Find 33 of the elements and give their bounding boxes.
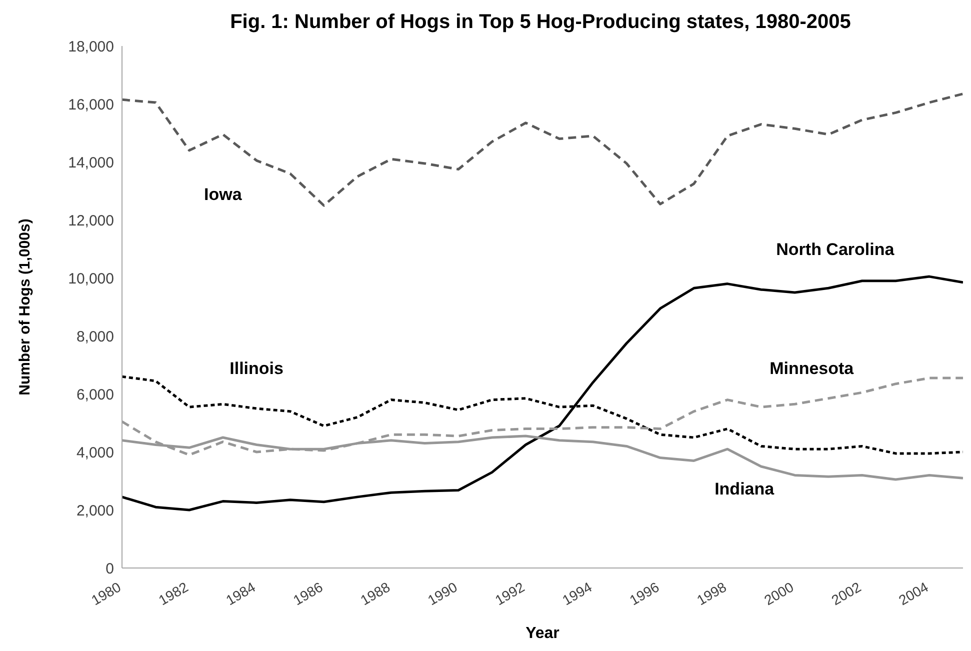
series-label: North Carolina xyxy=(776,240,895,260)
series-label: Minnesota xyxy=(770,358,854,378)
y-tick-label: 8,000 xyxy=(76,328,114,346)
y-tick-label: 4,000 xyxy=(76,444,114,462)
x-tick-label: 2004 xyxy=(896,578,932,608)
x-tick-label: 2002 xyxy=(828,578,864,608)
y-tick-label: 18,000 xyxy=(68,38,114,56)
x-tick-label: 1994 xyxy=(559,578,595,608)
y-tick-label: 10,000 xyxy=(68,270,114,288)
y-tick-label: 0 xyxy=(106,560,114,578)
x-tick-label: 1996 xyxy=(626,578,662,608)
x-tick-label: 1980 xyxy=(88,578,124,608)
y-tick-label: 16,000 xyxy=(68,96,114,114)
y-axis-title: Number of Hogs (1,000s) xyxy=(16,218,34,396)
chart-title: Fig. 1: Number of Hogs in Top 5 Hog-Producing states, 1980-2005 xyxy=(229,10,852,35)
y-tick-label: 2,000 xyxy=(76,502,114,520)
series-label: Iowa xyxy=(204,184,242,204)
x-tick-label: 1984 xyxy=(223,578,258,608)
x-tick-label: 1986 xyxy=(290,578,326,608)
line-series xyxy=(122,275,963,512)
line-series xyxy=(122,92,963,207)
x-tick-label: 1992 xyxy=(492,578,528,608)
series-label: Illinois xyxy=(230,358,284,378)
y-tick-label: 6,000 xyxy=(76,386,114,404)
x-tick-label: 1990 xyxy=(424,578,460,608)
series-label: Indiana xyxy=(714,479,775,498)
y-tick-label: 12,000 xyxy=(68,212,114,230)
x-tick-label: 1982 xyxy=(156,578,191,608)
x-tick-label: 1988 xyxy=(358,578,393,608)
x-tick-label: 2000 xyxy=(761,578,796,608)
y-tick-label: 14,000 xyxy=(68,154,114,172)
x-axis-title: Year xyxy=(526,625,560,642)
x-tick-label: 1998 xyxy=(694,578,730,608)
